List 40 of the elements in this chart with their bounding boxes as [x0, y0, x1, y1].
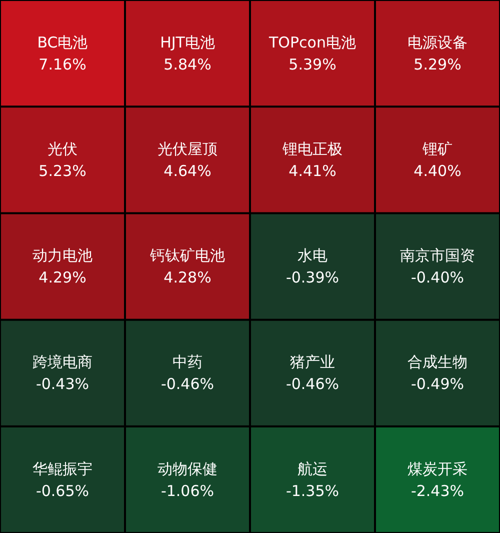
category-label: 中药: [172, 353, 202, 372]
data-label: -0.49%: [410, 375, 464, 394]
category-label: 光伏: [48, 140, 78, 158]
category-label: HJT电池: [160, 33, 215, 52]
category-label: 合成生物: [408, 353, 468, 372]
data-label: 7.16%: [38, 55, 86, 74]
category-label: 跨境电商: [32, 353, 92, 372]
category-label: 水电: [298, 246, 328, 265]
data-label: 5.23%: [38, 162, 86, 180]
category-label: 锂矿: [422, 140, 452, 158]
category-label: 钙钛矿电池: [149, 246, 225, 265]
data-label: -0.39%: [286, 268, 340, 287]
category-label: 光伏屋顶: [158, 140, 218, 158]
category-label: TOPcon电池: [268, 33, 356, 52]
data-label: -0.43%: [36, 375, 90, 394]
data-label: 4.64%: [164, 162, 212, 180]
data-label: 4.28%: [164, 268, 212, 287]
category-label: 航运: [298, 460, 328, 478]
data-label: 5.39%: [288, 55, 336, 74]
category-label: BC电池: [37, 33, 88, 52]
category-label: 南京市国资: [400, 246, 475, 265]
data-label: 4.40%: [414, 162, 462, 180]
data-label: 4.29%: [38, 268, 86, 287]
category-label: 猪产业: [290, 353, 335, 372]
category-label: 电源设备: [408, 33, 468, 52]
data-label: 5.29%: [414, 55, 462, 74]
data-label: 4.41%: [288, 162, 336, 180]
data-label: -1.35%: [286, 482, 340, 500]
data-label: -2.43%: [410, 482, 464, 500]
category-label: 煤炭开采: [408, 460, 468, 478]
category-label: 动物保健: [158, 460, 218, 478]
data-label: -1.06%: [160, 482, 214, 500]
category-label: 锂电正极: [282, 140, 342, 158]
data-label: -0.40%: [410, 268, 464, 287]
category-label: 动力电池: [32, 246, 92, 265]
category-label: 华鲲振宇: [32, 460, 92, 478]
data-label: -0.65%: [36, 482, 90, 500]
data-label: -0.46%: [286, 375, 340, 394]
data-label: -0.46%: [160, 375, 214, 394]
data-label: 5.84%: [164, 55, 212, 74]
